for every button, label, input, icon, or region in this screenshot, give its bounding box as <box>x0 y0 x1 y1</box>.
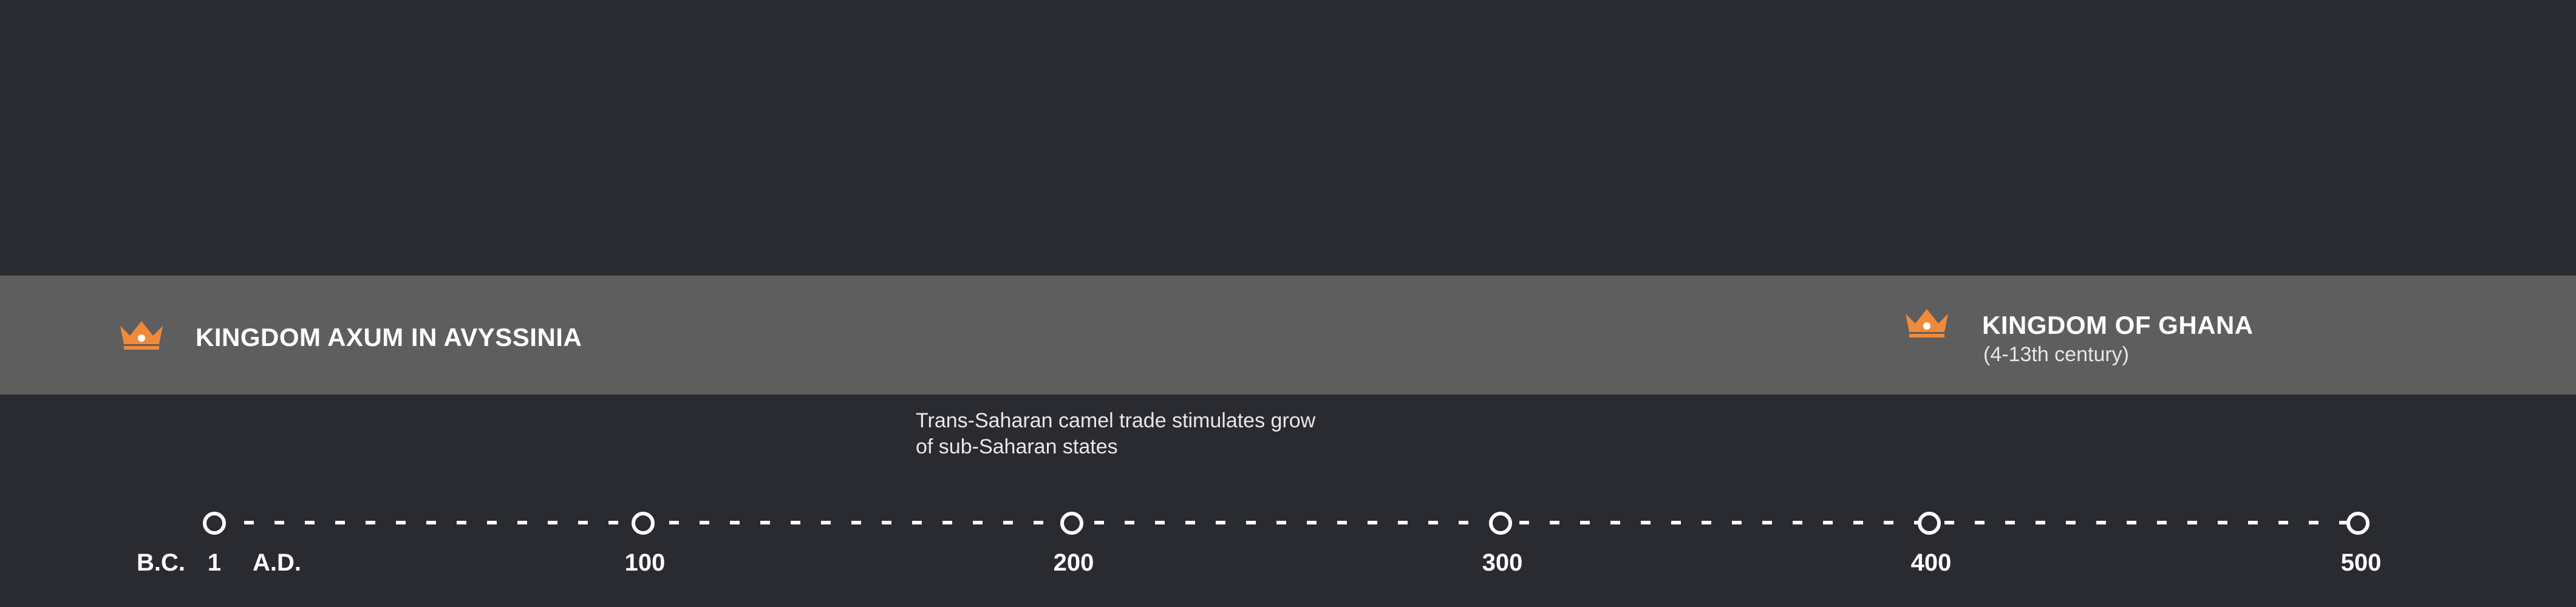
kingdom-axum-title: KINGDOM AXUM IN AVYSSINIA <box>196 323 582 351</box>
tick-label-1: 1 <box>207 549 222 576</box>
tick-label-400: 400 <box>1910 549 1952 576</box>
crown-icon <box>1906 309 1948 337</box>
timeline-marker-500 <box>2346 512 2370 535</box>
timeline-marker-1 <box>203 512 226 535</box>
timeline-marker-300 <box>1489 512 1512 535</box>
era-label-ad: A.D. <box>253 549 301 576</box>
event-note-line-2: of sub-Saharan states <box>916 435 1118 458</box>
era-label-bc: B.C. <box>137 549 185 576</box>
timeline-marker-100 <box>632 512 655 535</box>
crown-icon <box>120 321 163 350</box>
kingdom-ghana-subtitle: (4-13th century) <box>1983 343 2129 366</box>
timeline-marker-200 <box>1060 512 1083 535</box>
kingdom-band <box>0 276 2576 395</box>
tick-label-100: 100 <box>624 549 666 576</box>
kingdom-ghana-title: KINGDOM OF GHANA <box>1982 311 2254 339</box>
event-note-line-1: Trans-Saharan camel trade stimulates gro… <box>916 409 1316 432</box>
timeline-axis <box>214 521 2363 524</box>
timeline-marker-400 <box>1918 512 1941 535</box>
event-note: Trans-Saharan camel trade stimulates gro… <box>916 408 1377 460</box>
tick-label-500: 500 <box>2340 549 2382 576</box>
tick-label-300: 300 <box>1482 549 1523 576</box>
tick-label-200: 200 <box>1053 549 1094 576</box>
